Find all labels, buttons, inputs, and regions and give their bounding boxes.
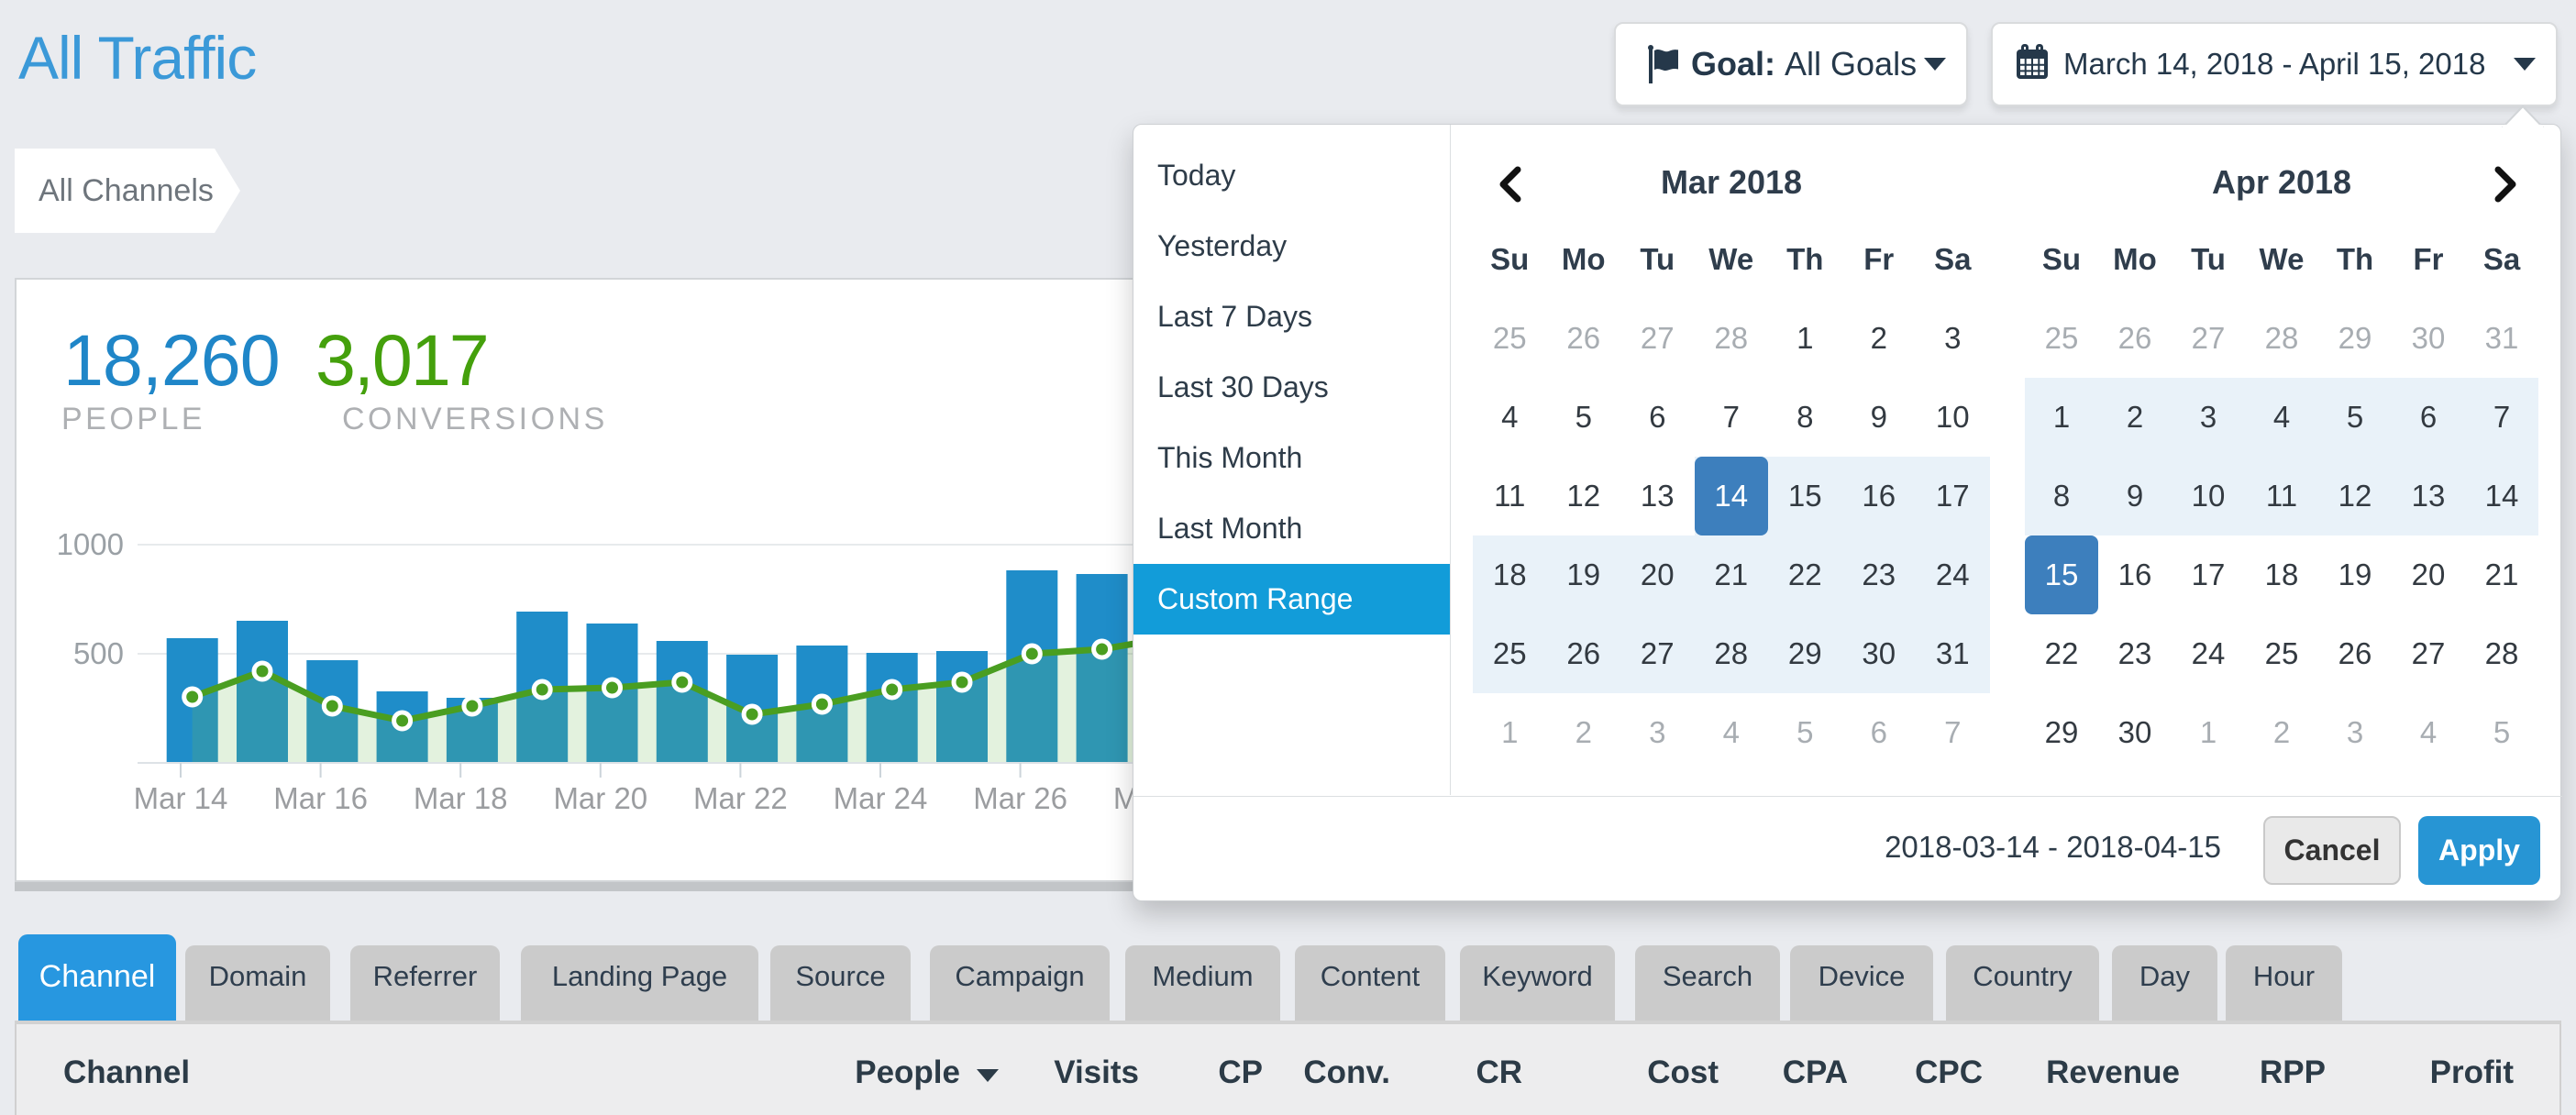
svg-text:1000: 1000 (57, 527, 124, 561)
svg-text:Mar 24: Mar 24 (834, 781, 928, 815)
svg-text:Mar 14: Mar 14 (134, 781, 228, 815)
svg-text:Mar 22: Mar 22 (693, 781, 788, 815)
svg-text:Mar 20: Mar 20 (553, 781, 647, 815)
svg-text:Mar 26: Mar 26 (973, 781, 1067, 815)
svg-text:Mar 16: Mar 16 (273, 781, 368, 815)
svg-text:Mar 18: Mar 18 (414, 781, 508, 815)
svg-text:500: 500 (73, 636, 124, 670)
